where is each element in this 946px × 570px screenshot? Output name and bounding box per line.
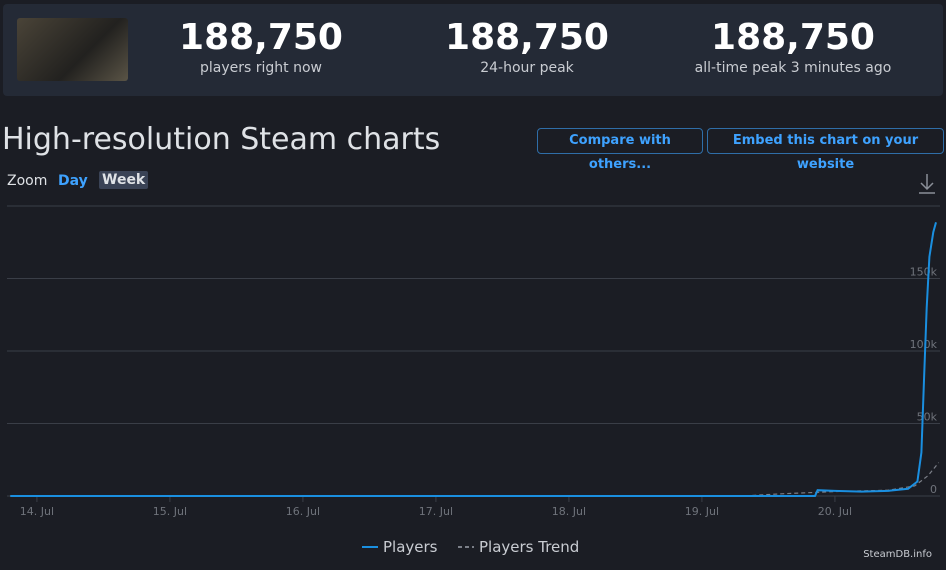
stats-panel: 188,750 players right now 188,750 24-hour … <box>3 4 943 96</box>
stat-label: players right now <box>200 60 322 76</box>
y-tick-label: 50k <box>917 411 938 424</box>
zoom-week[interactable]: Week <box>99 171 149 189</box>
stat-label: 24-hour peak <box>480 60 574 76</box>
compare-button[interactable]: Compare with others... <box>537 128 703 172</box>
y-tick-label: 150k <box>910 266 938 279</box>
zoom-label: Zoom <box>7 173 48 189</box>
legend-label[interactable]: Players Trend <box>479 538 579 556</box>
x-tick-label: 19. Jul <box>685 505 719 518</box>
embed-button[interactable]: Embed this chart on your website <box>707 128 944 172</box>
stat-value: 188,750 <box>445 17 609 58</box>
stat: 188,750 all-time peak 3 minutes ago <box>663 16 923 76</box>
game-thumbnail[interactable] <box>17 18 128 81</box>
x-tick-label: 17. Jul <box>419 505 453 518</box>
y-tick-label: 100k <box>910 338 938 351</box>
stat-value: 188,750 <box>179 17 343 58</box>
stat: 188,750 24-hour peak <box>397 16 657 76</box>
stat-label: all-time peak 3 minutes ago <box>694 60 892 76</box>
y-tick-label: 0 <box>930 483 937 496</box>
x-tick-label: 16. Jul <box>286 505 320 518</box>
section-title: High-resolution Steam charts <box>2 122 441 157</box>
x-tick-label: 14. Jul <box>20 505 54 518</box>
stat: 188,750 players right now <box>131 16 391 76</box>
download-icon[interactable] <box>919 174 935 194</box>
x-tick-label: 18. Jul <box>552 505 586 518</box>
series-line <box>10 222 937 497</box>
legend-label[interactable]: Players <box>383 538 438 556</box>
stat-value: 188,750 <box>711 17 875 58</box>
credit: SteamDB.info <box>863 549 932 560</box>
zoom-day[interactable]: Day <box>58 173 88 189</box>
series-line <box>10 462 940 497</box>
x-tick-label: 20. Jul <box>818 505 852 518</box>
x-tick-label: 15. Jul <box>153 505 187 518</box>
